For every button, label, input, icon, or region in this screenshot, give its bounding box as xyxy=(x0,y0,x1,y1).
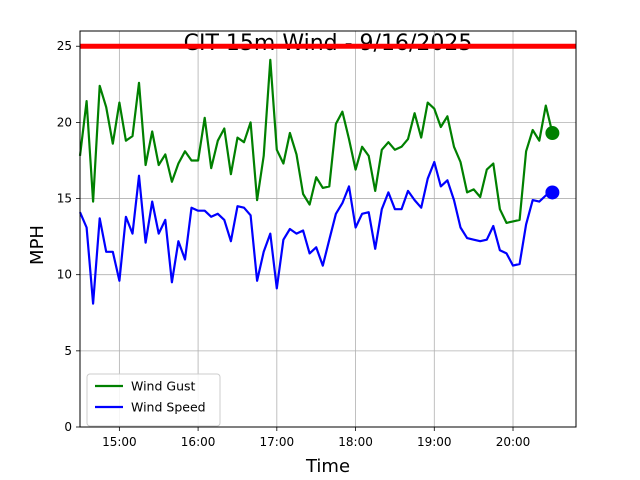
x-tick-label: 20:00 xyxy=(496,435,531,449)
plot-frame xyxy=(79,30,577,428)
y-tick-label: 25 xyxy=(57,39,72,53)
y-tick-label: 15 xyxy=(57,192,72,206)
x-axis-title: Time xyxy=(305,456,350,477)
wind-speed-latest-marker xyxy=(545,185,560,200)
wind-speed-legend-label: Wind Speed xyxy=(131,400,206,415)
x-tick-label: 18:00 xyxy=(338,435,373,449)
y-tick-label: 0 xyxy=(64,420,72,434)
x-tick-label: 17:00 xyxy=(260,435,295,449)
tick-layer: 15:00 16:00 17:00 18:00 19:00 20:00 0 5 10 15 20 25 xyxy=(57,39,531,449)
y-tick-label: 20 xyxy=(57,115,72,129)
x-tick-label: 15:00 xyxy=(102,435,137,449)
y-tick-label: 10 xyxy=(57,268,72,282)
grid xyxy=(80,31,576,428)
wind-gust-legend-label: Wind Gust xyxy=(131,379,196,394)
chart-title: CIT 15m Wind - 9/16/2025 xyxy=(184,31,473,56)
wind-gust-latest-marker xyxy=(545,126,560,141)
y-axis-title: MPH xyxy=(27,225,48,265)
x-tick-label: 19:00 xyxy=(417,435,452,449)
wind-speed-line xyxy=(78,160,553,305)
legend: Wind Gust Wind Speed xyxy=(86,373,221,427)
series-layer xyxy=(78,58,560,305)
y-tick-label: 5 xyxy=(64,344,72,358)
x-tick-label: 16:00 xyxy=(181,435,216,449)
wind-gust-line xyxy=(78,58,554,224)
